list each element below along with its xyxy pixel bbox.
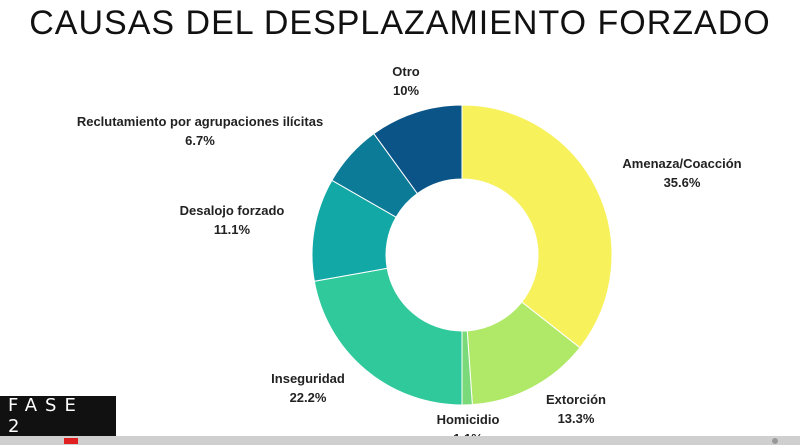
slice-label: Desalojo forzado [180,203,285,218]
progress-indicator [64,438,78,444]
slice-amenaza-coacci-n [461,104,613,349]
slice-value: 13.3% [558,411,595,426]
chart-title: CAUSAS DEL DESPLAZAMIENTO FORZADO [29,4,771,42]
fase-badge: FASE 2 [0,395,116,437]
slice-label: Reclutamiento por agrupaciones ilícitas [77,114,323,129]
scrubber-handle[interactable] [772,438,778,444]
slice-value: 10% [393,83,419,98]
slice-value: 22.2% [290,390,327,405]
slice-label: Otro [392,64,420,79]
slice-inseguridad [313,267,463,406]
slice-value: 35.6% [664,175,701,190]
video-progress-bar[interactable] [0,436,800,445]
slice-label: Homicidio [437,412,500,427]
slice-label: Amenaza/Coacción [622,156,741,171]
slice-otro [373,104,463,195]
slice-value: 6.7% [185,133,215,148]
slice-label: Extorción [546,392,606,407]
slice-label: Inseguridad [271,371,345,386]
slice-value: 11.1% [214,222,251,237]
